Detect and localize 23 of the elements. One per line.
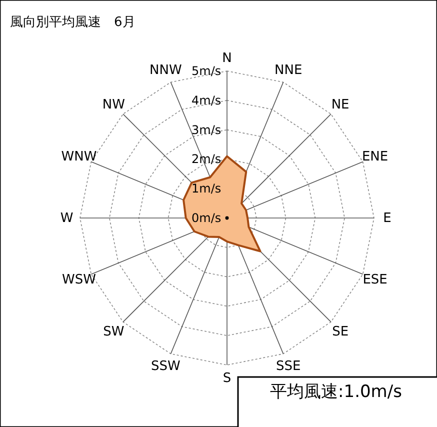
spoke-label: W	[60, 211, 74, 226]
spoke-label: ENE	[362, 150, 388, 165]
y-tick-label: 4m/s	[191, 93, 222, 108]
spoke-label: E	[383, 211, 392, 226]
spoke-label: SE	[332, 324, 349, 340]
spoke-label: SW	[103, 324, 124, 340]
spoke-label: NE	[331, 98, 350, 113]
spoke-label: WNW	[61, 150, 97, 165]
text: 平均風速:1.0m/s	[270, 382, 402, 402]
chart-title: 風向別平均風速 6月	[10, 15, 136, 30]
spoke-label: S	[222, 371, 232, 386]
spoke-label: SSE	[276, 359, 301, 374]
spoke-label: SSW	[151, 359, 181, 374]
y-tick-label: 3m/s	[191, 122, 222, 137]
spoke-label: NNW	[150, 62, 182, 78]
y-tick-label: 5m/s	[191, 64, 222, 78]
spoke-label: WSW	[62, 272, 96, 288]
spoke-label: N	[222, 50, 232, 66]
y-tick-label: 1m/s	[191, 182, 222, 196]
y-tick-label: 0m/s	[191, 211, 222, 225]
spoke-label: ESE	[362, 272, 388, 288]
spoke-label: NW	[102, 98, 126, 113]
spoke-label: NNE	[274, 62, 302, 78]
